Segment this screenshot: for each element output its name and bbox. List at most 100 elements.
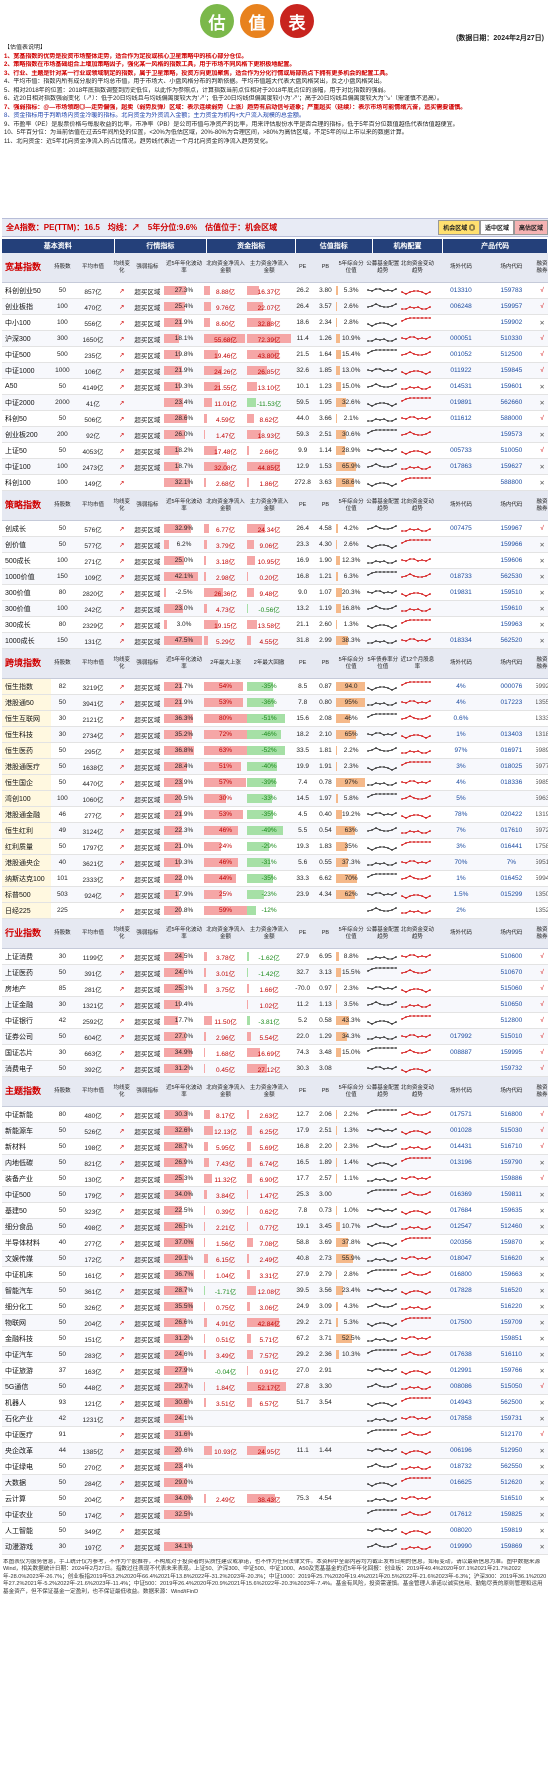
table-row[interactable]: 中证汽车 50 283亿 ↗ 超买区域 24.6% 3.49亿 7.57亿 29.2 2.36 10…: [2, 1347, 548, 1363]
percentile-cell: [336, 1523, 366, 1538]
table-row[interactable]: 人工智能 50 349亿 ↗ 超买区域 008020 159819 ✕: [2, 1523, 548, 1539]
name-cell: 中证旅游: [5, 1367, 33, 1375]
table-row[interactable]: 标普500 503 924亿 ↗ 超买区域 17.9% 25% -23% 23.9 4.34 62%…: [2, 887, 548, 903]
table-row[interactable]: 中小100 100 556亿 ↗ 超买区域 21.9% 8.60亿 32.88亿 18.6 2.3…: [2, 315, 548, 331]
trend-sparkline: [366, 1257, 397, 1262]
table-row[interactable]: 国证芯片 30 663亿 ↗ 超买区域 34.9% 1.68亿 16.69亿 74.3 3.48 1…: [2, 1045, 548, 1061]
table-row[interactable]: 港股通金融 46 277亿 ↗ 超买区域 21.9% 53% -35% 4.5 0.40 19.2%…: [2, 807, 548, 823]
table-row[interactable]: 中证农业 50 174亿 ↗ 超买区域 32.5% 017612 159825 ✕: [2, 1507, 548, 1523]
table-row[interactable]: 创价值 50 577亿 ↗ 超买区域 6.2% 3.79亿 9.06亿 23.3 4.30 2.6%…: [2, 537, 548, 553]
table-row[interactable]: A50 50 4149亿 ↗ 超买区域 19.3% 21.55亿 13.10亿 10.1 1.23…: [2, 379, 548, 395]
table-row[interactable]: 中证绿电 50 270亿 ↗ 超买区域 23.4% 018732 562550 ✕: [2, 1459, 548, 1475]
table-row[interactable]: 央企改革 44 1385亿 ↗ 超买区域 20.6% 10.93亿 24.95亿 11.1 1.4…: [2, 1443, 548, 1459]
table-row[interactable]: 中证100 100 2473亿 ↗ 超买区域 18.7% 32.08亿 44.85亿 12.9 1…: [2, 459, 548, 475]
exchange-code-cell: 159902: [500, 319, 523, 326]
table-row[interactable]: 中证2000 2000 41亿 ↗ 23.4% 11.01亿 -11.53亿 59.5 1.95…: [2, 395, 548, 411]
table-row[interactable]: 中证机床 50 161亿 ↗ 超买区域 36.7% 1.04亿 3.31亿 27.9 2.79 2.…: [2, 1267, 548, 1283]
group-capital: 资金指标: [207, 239, 295, 253]
fund-trend: [366, 1045, 400, 1060]
value-bar: [247, 398, 256, 407]
table-row[interactable]: 300价值 80 2820亿 ↗ 超买区域 -2.5% 26.36亿 9.48亿 9.0 1.07…: [2, 585, 548, 601]
table-row[interactable]: 恒生红利 49 3124亿 ↗ 超买区域 22.3% 46% -49% 5.5 0.54 63% 7%…: [2, 823, 548, 839]
margin-cell: ✕: [539, 463, 545, 471]
margin-cell: √: [540, 985, 544, 992]
trend-sparkline: [366, 826, 397, 832]
table-row[interactable]: 中证新能 80 480亿 ↗ 超买区域 30.3% 8.17亿 2.63亿 12.7 2.06 2.…: [2, 1107, 548, 1123]
table-row[interactable]: 消费电子 50 392亿 ↗ 超买区域 31.2% 0.45亿 27.12亿 30.3 3.08 1…: [2, 1061, 548, 1077]
table-row[interactable]: 恒生互联网 30 2121亿 ↗ 超买区域 36.3% 80% -51% 15.6 2.08 46%…: [2, 711, 548, 727]
table-row[interactable]: 证券公司 50 604亿 ↗ 超买区域 27.0% 2.96亿 5.54亿 22.0 1.29 34…: [2, 1029, 548, 1045]
strength-cell: 超买区域: [134, 432, 161, 440]
table-row[interactable]: 湾创100 100 1060亿 ↗ 超买区域 20.5% 30% -33% 14.5 1.97 5.…: [2, 791, 548, 807]
note-line: 9、市盈率（PE）是股票价格与每股收益的比率，市净率（PB）是公司市值与净资产的…: [4, 121, 459, 128]
table-row[interactable]: 物联网 50 204亿 ↗ 超买区域 26.6% 4.91亿 42.84亿 29.2 2.71 5.…: [2, 1315, 548, 1331]
pe-cell: 33.5: [296, 747, 310, 754]
table-row[interactable]: 细分化工 50 326亿 ↗ 超买区域 35.5% 0.75亿 3.06亿 24.9 3.09 4.…: [2, 1299, 548, 1315]
table-row[interactable]: 中证500 50 179亿 ↗ 超买区域 34.0% 3.84亿 1.47亿 25.3 3.00 0…: [2, 1187, 548, 1203]
table-row[interactable]: 上证50 50 4053亿 ↗ 超买区域 18.2% 17.48亿 2.66亿 9.9 1.14 2…: [2, 443, 548, 459]
north-flow-cell: 46%: [203, 823, 248, 838]
value-bar: [164, 588, 167, 597]
table-row[interactable]: 新材料 50 198亿 ↗ 超买区域 28.7% 5.95亿 5.69亿 16.8 2.20 2.3…: [2, 1139, 548, 1155]
table-row[interactable]: 上证金融 30 1321亿 ↗ 超买区域 19.4% 1.02亿 11.2 1.13 3.5% 51…: [2, 997, 548, 1013]
table-row[interactable]: 港股通央企 40 3621亿 ↗ 超买区域 19.3% 46% -31% 5.6 0.55 37.3…: [2, 855, 548, 871]
table-row[interactable]: 恒生国企 50 4470亿 ↗ 超买区域 23.9% 57% -39% 7.4 0.78 97% 4%…: [2, 775, 548, 791]
table-row[interactable]: 沪深300 300 1650亿 ↗ 超买区域 18.1% 55.68亿 72.39亿 11.4 1…: [2, 331, 548, 347]
main-flow-cell: -23%: [247, 887, 291, 902]
table-row[interactable]: 半导体材料 40 277亿 ↗ 超买区域 37.0% 1.56亿 7.08亿 58.8 3.69 3…: [2, 1235, 548, 1251]
table-row[interactable]: 中证500 500 235亿 ↗ 超买区域 19.8% 19.46亿 43.80亿 21.5 1.…: [2, 347, 548, 363]
pb-cell: 2.57: [319, 1175, 332, 1182]
table-row[interactable]: 红利质量 50 1797亿 ↗ 超买区域 21.0% 24% -29% 19.3 1.83 35% 3…: [2, 839, 548, 855]
avg-cap-cell: 198亿: [84, 1144, 102, 1152]
table-row[interactable]: 纳斯达克100 101 2333亿 ↗ 超买区域 22.0% 44% -35% 33.3 6.62…: [2, 871, 548, 887]
column-header: 强弱指标: [136, 264, 159, 271]
value-text: 1.4%: [343, 1159, 359, 1166]
table-row[interactable]: 大数据 50 284亿 ↗ 超买区域 29.0% 016625 512620 ✕: [2, 1475, 548, 1491]
table-row[interactable]: 创业板指 100 470亿 ↗ 超买区域 25.4% 9.76亿 22.07亿 26.4 3.57…: [2, 299, 548, 315]
table-row[interactable]: 基建50 50 323亿 ↗ 超买区域 22.5% 0.39亿 0.62亿 7.8 0.73 1.0…: [2, 1203, 548, 1219]
table-row[interactable]: 装备产业 50 130亿 ↗ 超买区域 25.3% 11.32亿 6.90亿 17.7 2.57 1…: [2, 1171, 548, 1187]
table-row[interactable]: 创成长 50 576亿 ↗ 超买区域 32.9% 6.77亿 24.34亿 26.4 4.58 4.…: [2, 521, 548, 537]
value-text: 65%: [344, 731, 358, 738]
table-row[interactable]: 300成长 80 2329亿 ↗ 超买区域 3.0% 19.15亿 13.58亿 21.1 2.6…: [2, 617, 548, 633]
table-row[interactable]: 机器人 93 121亿 ↗ 超买区域 30.6% 3.51亿 6.57亿 51.7 3.54 014…: [2, 1395, 548, 1411]
pb-cell: 2.51: [319, 1127, 332, 1134]
table-row[interactable]: 中证旅游 37 163亿 ↗ 超买区域 27.9% -0.04亿 0.91亿 27.0 2.91 0…: [2, 1363, 548, 1379]
table-row[interactable]: 内地低碳 50 821亿 ↗ 超买区域 26.9% 7.43亿 6.74亿 16.5 1.89 1.…: [2, 1155, 548, 1171]
name-cell: 恒生科技: [2, 727, 52, 742]
table-row[interactable]: 中证1000 1000 106亿 ↗ 超买区域 21.9% 24.26亿 26.85亿 32.6…: [2, 363, 548, 379]
table-row[interactable]: 房地产 85 281亿 ↗ 超买区域 25.3% 3.75亿 1.66亿 -70.0 0.97 2.…: [2, 981, 548, 997]
table-row[interactable]: 中证医疗 91 ↗ 超买区域 31.6% 512170 √: [2, 1427, 548, 1443]
table-row[interactable]: 金融科技 50 151亿 ↗ 超买区域 31.2% 0.51亿 5.71亿 67.2 3.71 52…: [2, 1331, 548, 1347]
table-row[interactable]: 文娱传媒 50 172亿 ↗ 超买区域 29.1% 6.15亿 2.49亿 40.8 2.73 55…: [2, 1251, 548, 1267]
table-row[interactable]: 上证医药 50 391亿 ↗ 超买区域 24.6% 3.01亿 -1.42亿 32.7 3.13 1…: [2, 965, 548, 981]
table-row[interactable]: 5G通信 50 448亿 ↗ 超买区域 29.7% 1.84亿 52.17亿 27.8 3.30 0…: [2, 1379, 548, 1395]
table-row[interactable]: 智能汽车 50 361亿 ↗ 超买区域 28.7% -1.71亿 12.08亿 39.5 3.56…: [2, 1283, 548, 1299]
exchange-code-cell: 562500: [500, 1399, 523, 1406]
table-row[interactable]: 云计算 50 204亿 ↗ 超买区域 34.0% 2.49亿 38.43亿 75.3 4.54 51…: [2, 1491, 548, 1507]
table-row[interactable]: 科创50 50 506亿 ↗ 超买区域 28.6% 4.59亿 8.62亿 44.0 3.66 2.…: [2, 411, 548, 427]
pb-cell: 2.79: [319, 1271, 332, 1278]
table-row[interactable]: 恒生科技 30 2734亿 ↗ 超买区域 35.2% 72% -46% 18.2 2.10 65% 1…: [2, 727, 548, 743]
table-row[interactable]: 恒生指数 82 3219亿 ↗ 超买区域 21.7% 54% -35% 8.5 0.87 94.0 4…: [2, 679, 548, 695]
table-row[interactable]: 创业板200 200 92亿 ↗ 超买区域 26.0% 1.47亿 18.93亿 59.3 2.5…: [2, 427, 548, 443]
table-row[interactable]: 300价值 100 242亿 ↗ 超买区域 23.0% 4.73亿 -0.56亿 13.2 1.1…: [2, 601, 548, 617]
table-row[interactable]: 细分食品 50 498亿 ↗ 超买区域 26.5% 2.21亿 0.77亿 19.1 3.45 10…: [2, 1219, 548, 1235]
pb-cell: 1.13: [319, 1001, 332, 1008]
table-row[interactable]: 石化产业 42 1231亿 ↗ 超买区域 24.1% 017858 159731 ✕: [2, 1411, 548, 1427]
table-row[interactable]: 500成长 100 271亿 ↗ 超买区域 25.0% 3.18亿 10.95亿 16.9 1.9…: [2, 553, 548, 569]
column-header: PB: [321, 264, 330, 271]
table-row[interactable]: 上证消费 30 1199亿 ↗ 超买区域 24.5% 3.78亿 -1.62亿 27.9 6.95…: [2, 949, 548, 965]
table-row[interactable]: 港股通50 50 3941亿 ↗ 超买区域 21.9% 53% -36% 7.8 0.80 95% 4…: [2, 695, 548, 711]
table-row[interactable]: 动漫游戏 30 197亿 ↗ 超买区域 34.1% 019990 159869 ✕: [2, 1539, 548, 1555]
table-row[interactable]: 中证银行 42 2592亿 ↗ 超买区域 17.7% 11.50亿 -3.81亿 5.2 0.58…: [2, 1013, 548, 1029]
table-row[interactable]: 科创创业50 50 857亿 ↗ 超买区域 27.3% 8.88亿 16.37亿 26.2 3.8…: [2, 283, 548, 299]
ma-change-cell: ↗: [118, 907, 125, 915]
table-row[interactable]: 港股通医疗 50 1638亿 ↗ 超买区域 28.4% 51% -40% 19.9 1.91 2.3…: [2, 759, 548, 775]
table-row[interactable]: 1000价值 150 109亿 ↗ 超买区域 42.1% 2.98亿 0.20亿 16.8 1.2…: [2, 569, 548, 585]
table-row[interactable]: 1000成长 150 131亿 ↗ 超买区域 47.5% 5.29亿 4.55亿 31.8 2.9…: [2, 633, 548, 649]
table-row[interactable]: 恒生医药 50 295亿 ↗ 超买区域 36.8% 63% -52% 33.5 1.81 2.2% 9…: [2, 743, 548, 759]
table-row[interactable]: 科创100 100 149亿 ↗ 32.1% 2.68亿 1.86亿 272.8 3.63 58.…: [2, 475, 548, 491]
table-row[interactable]: 新能源车 50 526亿 ↗ 超买区域 32.6% 12.13亿 6.25亿 17.9 2.51 1…: [2, 1123, 548, 1139]
